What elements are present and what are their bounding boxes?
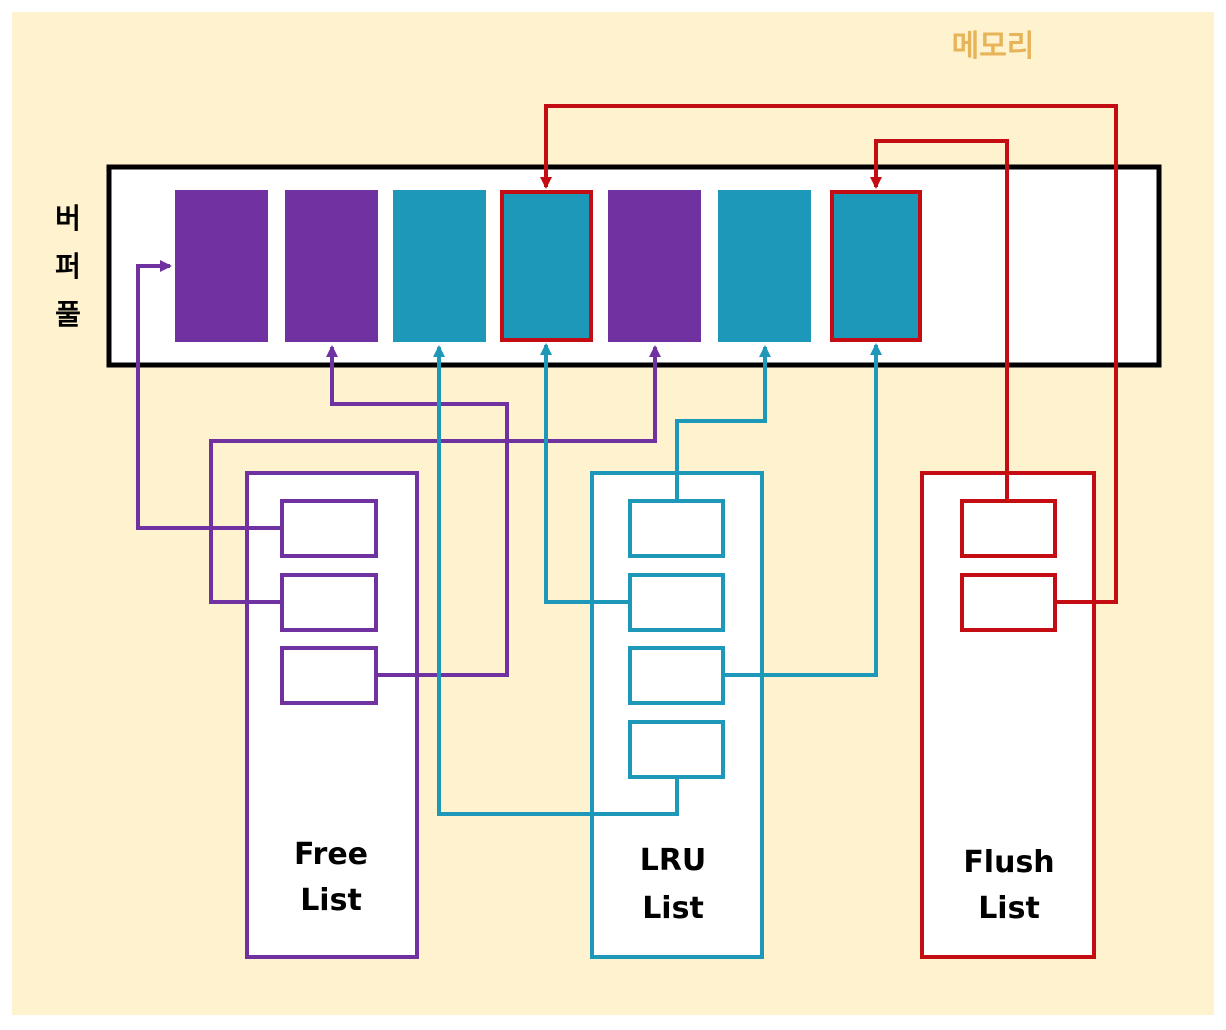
flush-arrow-1: [870, 139, 1009, 501]
lru-arrow-4: [433, 345, 679, 816]
flush-list-arrows: [540, 104, 1118, 604]
buffer-page-5-free: [608, 190, 701, 342]
free-arrow-2: [209, 345, 661, 604]
flush-list-entry-1: [960, 499, 1057, 558]
buffer-page-6-lru: [718, 190, 811, 342]
lru-arrow-3: [723, 343, 882, 677]
lru-list-label-line2: List: [642, 891, 704, 926]
free-list-entries: [280, 499, 378, 705]
flush-list-label-line1: Flush: [963, 845, 1054, 880]
free-list-entry-2: [280, 573, 378, 632]
lru-arrow-1: [675, 345, 771, 501]
free-list-entry-1: [280, 499, 378, 558]
lru-list-entry-1: [628, 499, 725, 558]
lru-list-entry-3: [628, 646, 725, 705]
lru-list-label-line1: LRU: [640, 843, 707, 878]
lru-list-arrows: [433, 343, 882, 816]
memory-label: 메모리: [952, 29, 1035, 64]
buffer-page-1-free: [175, 190, 268, 342]
flush-list-label-line2: List: [978, 891, 1040, 926]
buffer-page-4-dirty: [500, 190, 593, 342]
flush-list-box: [920, 471, 1096, 959]
buffer-page-7-dirty: [830, 190, 922, 342]
buffer-page-3-lru: [393, 190, 486, 342]
lru-list-entry-2: [628, 573, 725, 632]
buffer-pool-label-char-2: 퍼: [55, 250, 81, 283]
flush-list-entry-2: [960, 573, 1057, 632]
flush-list-entries: [960, 499, 1057, 632]
buffer-pool-label-char-1: 버: [55, 202, 81, 235]
buffer-pages: [175, 190, 922, 342]
buffer-pool-label-char-3: 풀: [55, 298, 81, 331]
free-list-label-line2: List: [300, 883, 362, 918]
free-arrow-3: [326, 345, 509, 677]
free-list-arrows: [136, 260, 661, 677]
buffer-pool-label: 버 퍼 풀: [55, 202, 81, 331]
lru-arrow-2: [540, 343, 630, 604]
buffer-page-2-free: [285, 190, 378, 342]
lru-list-entry-4: [628, 720, 725, 779]
flush-arrow-2: [540, 104, 1118, 604]
lru-list-entries: [628, 499, 725, 779]
free-list-label-line1: Free: [294, 837, 368, 872]
free-list-entry-3: [280, 646, 378, 705]
